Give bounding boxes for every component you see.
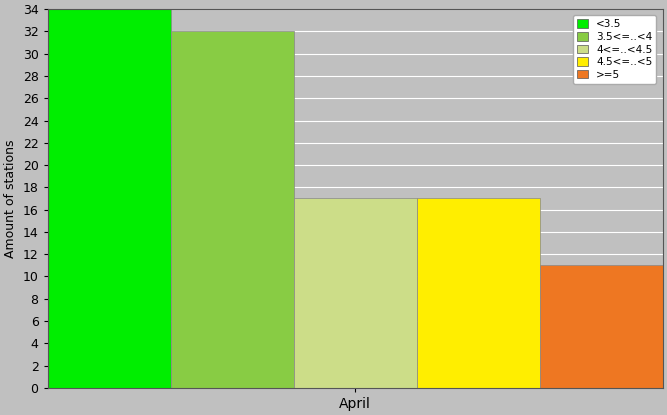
Bar [540,265,663,388]
Y-axis label: Amount of stations: Amount of stations [4,139,17,258]
Bar [293,198,417,388]
Bar [417,198,540,388]
Legend: <3.5, 3.5<=..<4, 4<=..<4.5, 4.5<=..<5, >=5: <3.5, 3.5<=..<4, 4<=..<4.5, 4.5<=..<5, >… [573,15,656,84]
Bar [47,9,171,388]
Bar [171,32,293,388]
